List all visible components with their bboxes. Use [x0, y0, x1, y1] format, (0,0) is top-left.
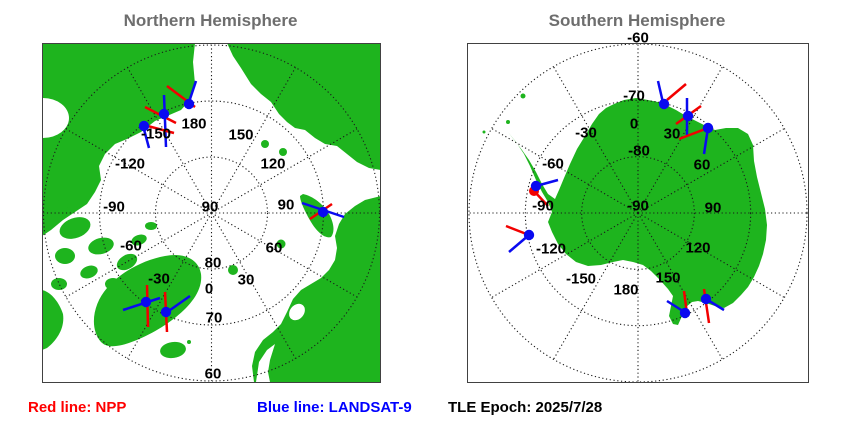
graticule-label: -150 [140, 125, 172, 143]
satellite-position-dot [658, 98, 670, 110]
northern-map-svg [43, 44, 380, 382]
satellite-position-dot [702, 122, 714, 134]
graticule-label: 80 [204, 254, 222, 272]
satellite-position-dot [140, 296, 152, 308]
graticule-label: 30 [237, 271, 255, 289]
graticule-label: -60 [542, 155, 564, 173]
graticule-label: -30 [148, 270, 170, 288]
npp-track-line [666, 83, 687, 101]
graticule-label: -90 [103, 198, 125, 216]
graticule-label: -120 [114, 155, 146, 173]
southern-graticule [468, 44, 808, 382]
graticule-label: 60 [204, 365, 222, 383]
satellite-position-dot [183, 98, 195, 110]
graticule-label: -30 [575, 124, 597, 142]
satellite-position-dot [700, 293, 712, 305]
graticule-label: -60 [627, 29, 649, 47]
graticule-label: 0 [629, 115, 639, 133]
northern-map-plot: 180 150 120 90 60 30 0 -30 -60 -90 -120 -150 90 80 70 6… [42, 43, 381, 383]
southern-map-plot: -60 -70 0 30 -30 -80 60 -60 90 -90 -90 120 -120 150 -1… [467, 31, 809, 383]
graticule-label: 120 [685, 239, 711, 257]
graticule-label: 150 [655, 269, 681, 287]
graticule-label: 180 [181, 115, 207, 133]
tle-epoch: TLE Epoch: 2025/7/28 [448, 399, 603, 416]
graticule-label: 60 [265, 239, 283, 257]
northern-graticule [43, 44, 380, 382]
graticule-label: 30 [663, 125, 681, 143]
graticule-label: -80 [628, 142, 650, 160]
satellite-position-dot [530, 180, 542, 192]
southern-title: Southern Hemisphere [548, 11, 726, 30]
graticule-label: 70 [205, 309, 223, 327]
satellite-position-dot [138, 120, 150, 132]
satellite-position-dot [160, 306, 172, 318]
satellite-position-dot [682, 110, 694, 122]
graticule-label: -90 [532, 197, 554, 215]
graticule-label: -120 [535, 240, 567, 258]
northern-satellite-markers [122, 80, 345, 333]
satellite-position-dot [679, 307, 691, 319]
landsat9-track-line [162, 94, 168, 148]
graticule-label: 90 [704, 199, 722, 217]
satellite-position-dot [523, 229, 535, 241]
graticule-label: 90 [201, 198, 219, 216]
graticule-label: 150 [228, 126, 254, 144]
southern-land [482, 93, 767, 325]
graticule-label: -70 [623, 87, 645, 105]
graticule-label: 180 [613, 281, 639, 299]
graticule-label: 90 [277, 196, 295, 214]
graticule-label: -150 [565, 270, 597, 288]
legend-landsat9: Blue line: LANDSAT-9 [257, 399, 412, 416]
graticule-label: -90 [627, 197, 649, 215]
southern-satellite-markers [505, 80, 725, 324]
satellite-position-dot [158, 108, 170, 120]
northern-title: Northern Hemisphere [123, 11, 298, 30]
legend-npp: Red line: NPP [28, 399, 127, 416]
graticule-label: 120 [260, 155, 286, 173]
satellite-position-dot [317, 206, 329, 218]
southern-map-svg [468, 44, 808, 382]
graticule-label: 60 [693, 156, 711, 174]
graticule-label: -60 [120, 237, 142, 255]
graticule-label: 0 [204, 280, 214, 298]
